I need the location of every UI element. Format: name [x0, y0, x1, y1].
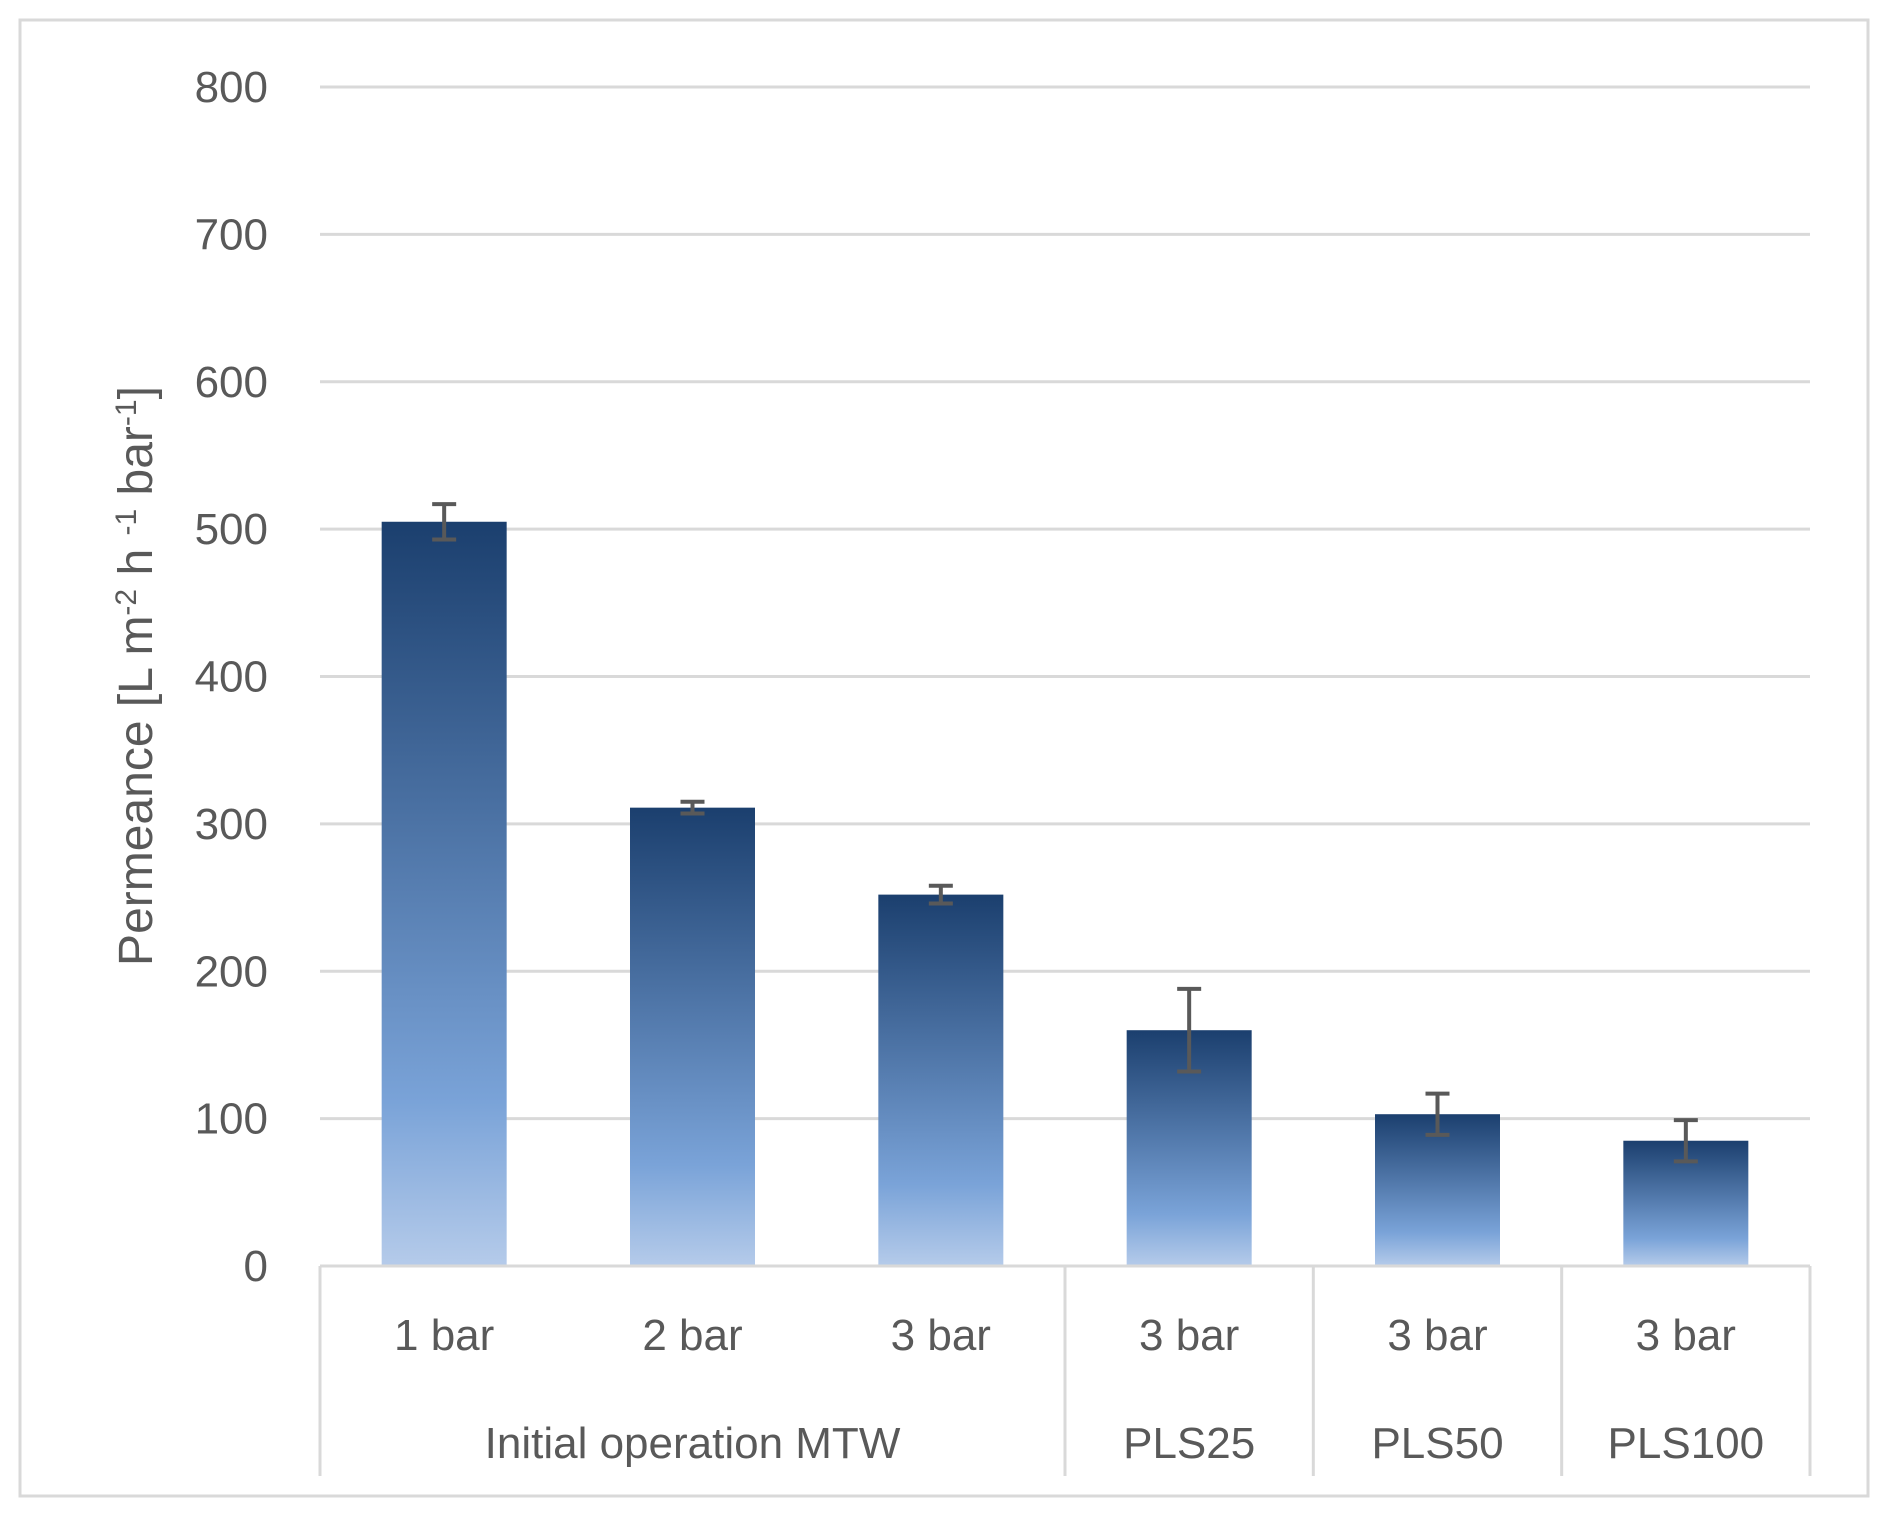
- x-group-label-2: PLS25: [1123, 1419, 1255, 1468]
- y-label-superscript: -1: [110, 509, 143, 536]
- error-bar-4: [1177, 986, 1202, 1074]
- x-category-label-3: 3 bar: [891, 1311, 991, 1360]
- chart-frame: [18, 18, 1870, 1498]
- y-tick-label-300: 300: [195, 800, 268, 849]
- y-tick-label-500: 500: [195, 505, 268, 554]
- y-label-text: h: [110, 536, 163, 589]
- error-bar-5: [1425, 1091, 1450, 1137]
- x-group-label-3: PLS50: [1371, 1419, 1503, 1468]
- y-label-superscript: -2: [110, 589, 143, 616]
- y-tick-label-700: 700: [195, 210, 268, 259]
- x-category-label-6: 3 bar: [1636, 1311, 1736, 1360]
- y-tick-label-100: 100: [195, 1095, 268, 1144]
- bar-1: [381, 521, 507, 1266]
- y-label-text: ]: [110, 386, 163, 399]
- y-axis-label: Permeance [L m-2 h -1 bar-1]: [110, 386, 164, 966]
- x-category-label-2: 2 bar: [642, 1311, 742, 1360]
- y-label-text: Permeance [L m: [110, 616, 163, 966]
- error-bar-1: [432, 502, 457, 542]
- y-tick-label-800: 800: [195, 63, 268, 112]
- y-label-text: bar: [110, 426, 163, 509]
- x-category-label-1: 1 bar: [394, 1311, 494, 1360]
- bar-2: [630, 807, 755, 1266]
- x-category-label-5: 3 bar: [1387, 1311, 1487, 1360]
- x-group-label-4: PLS100: [1608, 1419, 1765, 1468]
- bar-3: [878, 894, 1004, 1266]
- x-group-label-1: Initial operation MTW: [485, 1419, 901, 1468]
- error-bar-3: [928, 883, 953, 906]
- y-tick-label-0: 0: [244, 1242, 268, 1291]
- bar-5: [1375, 1114, 1500, 1266]
- y-tick-label-200: 200: [195, 947, 268, 996]
- y-label-superscript: -1: [110, 399, 143, 426]
- error-bar-6: [1673, 1118, 1698, 1164]
- x-category-label-4: 3 bar: [1139, 1311, 1239, 1360]
- y-tick-label-400: 400: [195, 653, 268, 702]
- error-bar-2: [680, 799, 705, 816]
- y-tick-label-600: 600: [195, 358, 268, 407]
